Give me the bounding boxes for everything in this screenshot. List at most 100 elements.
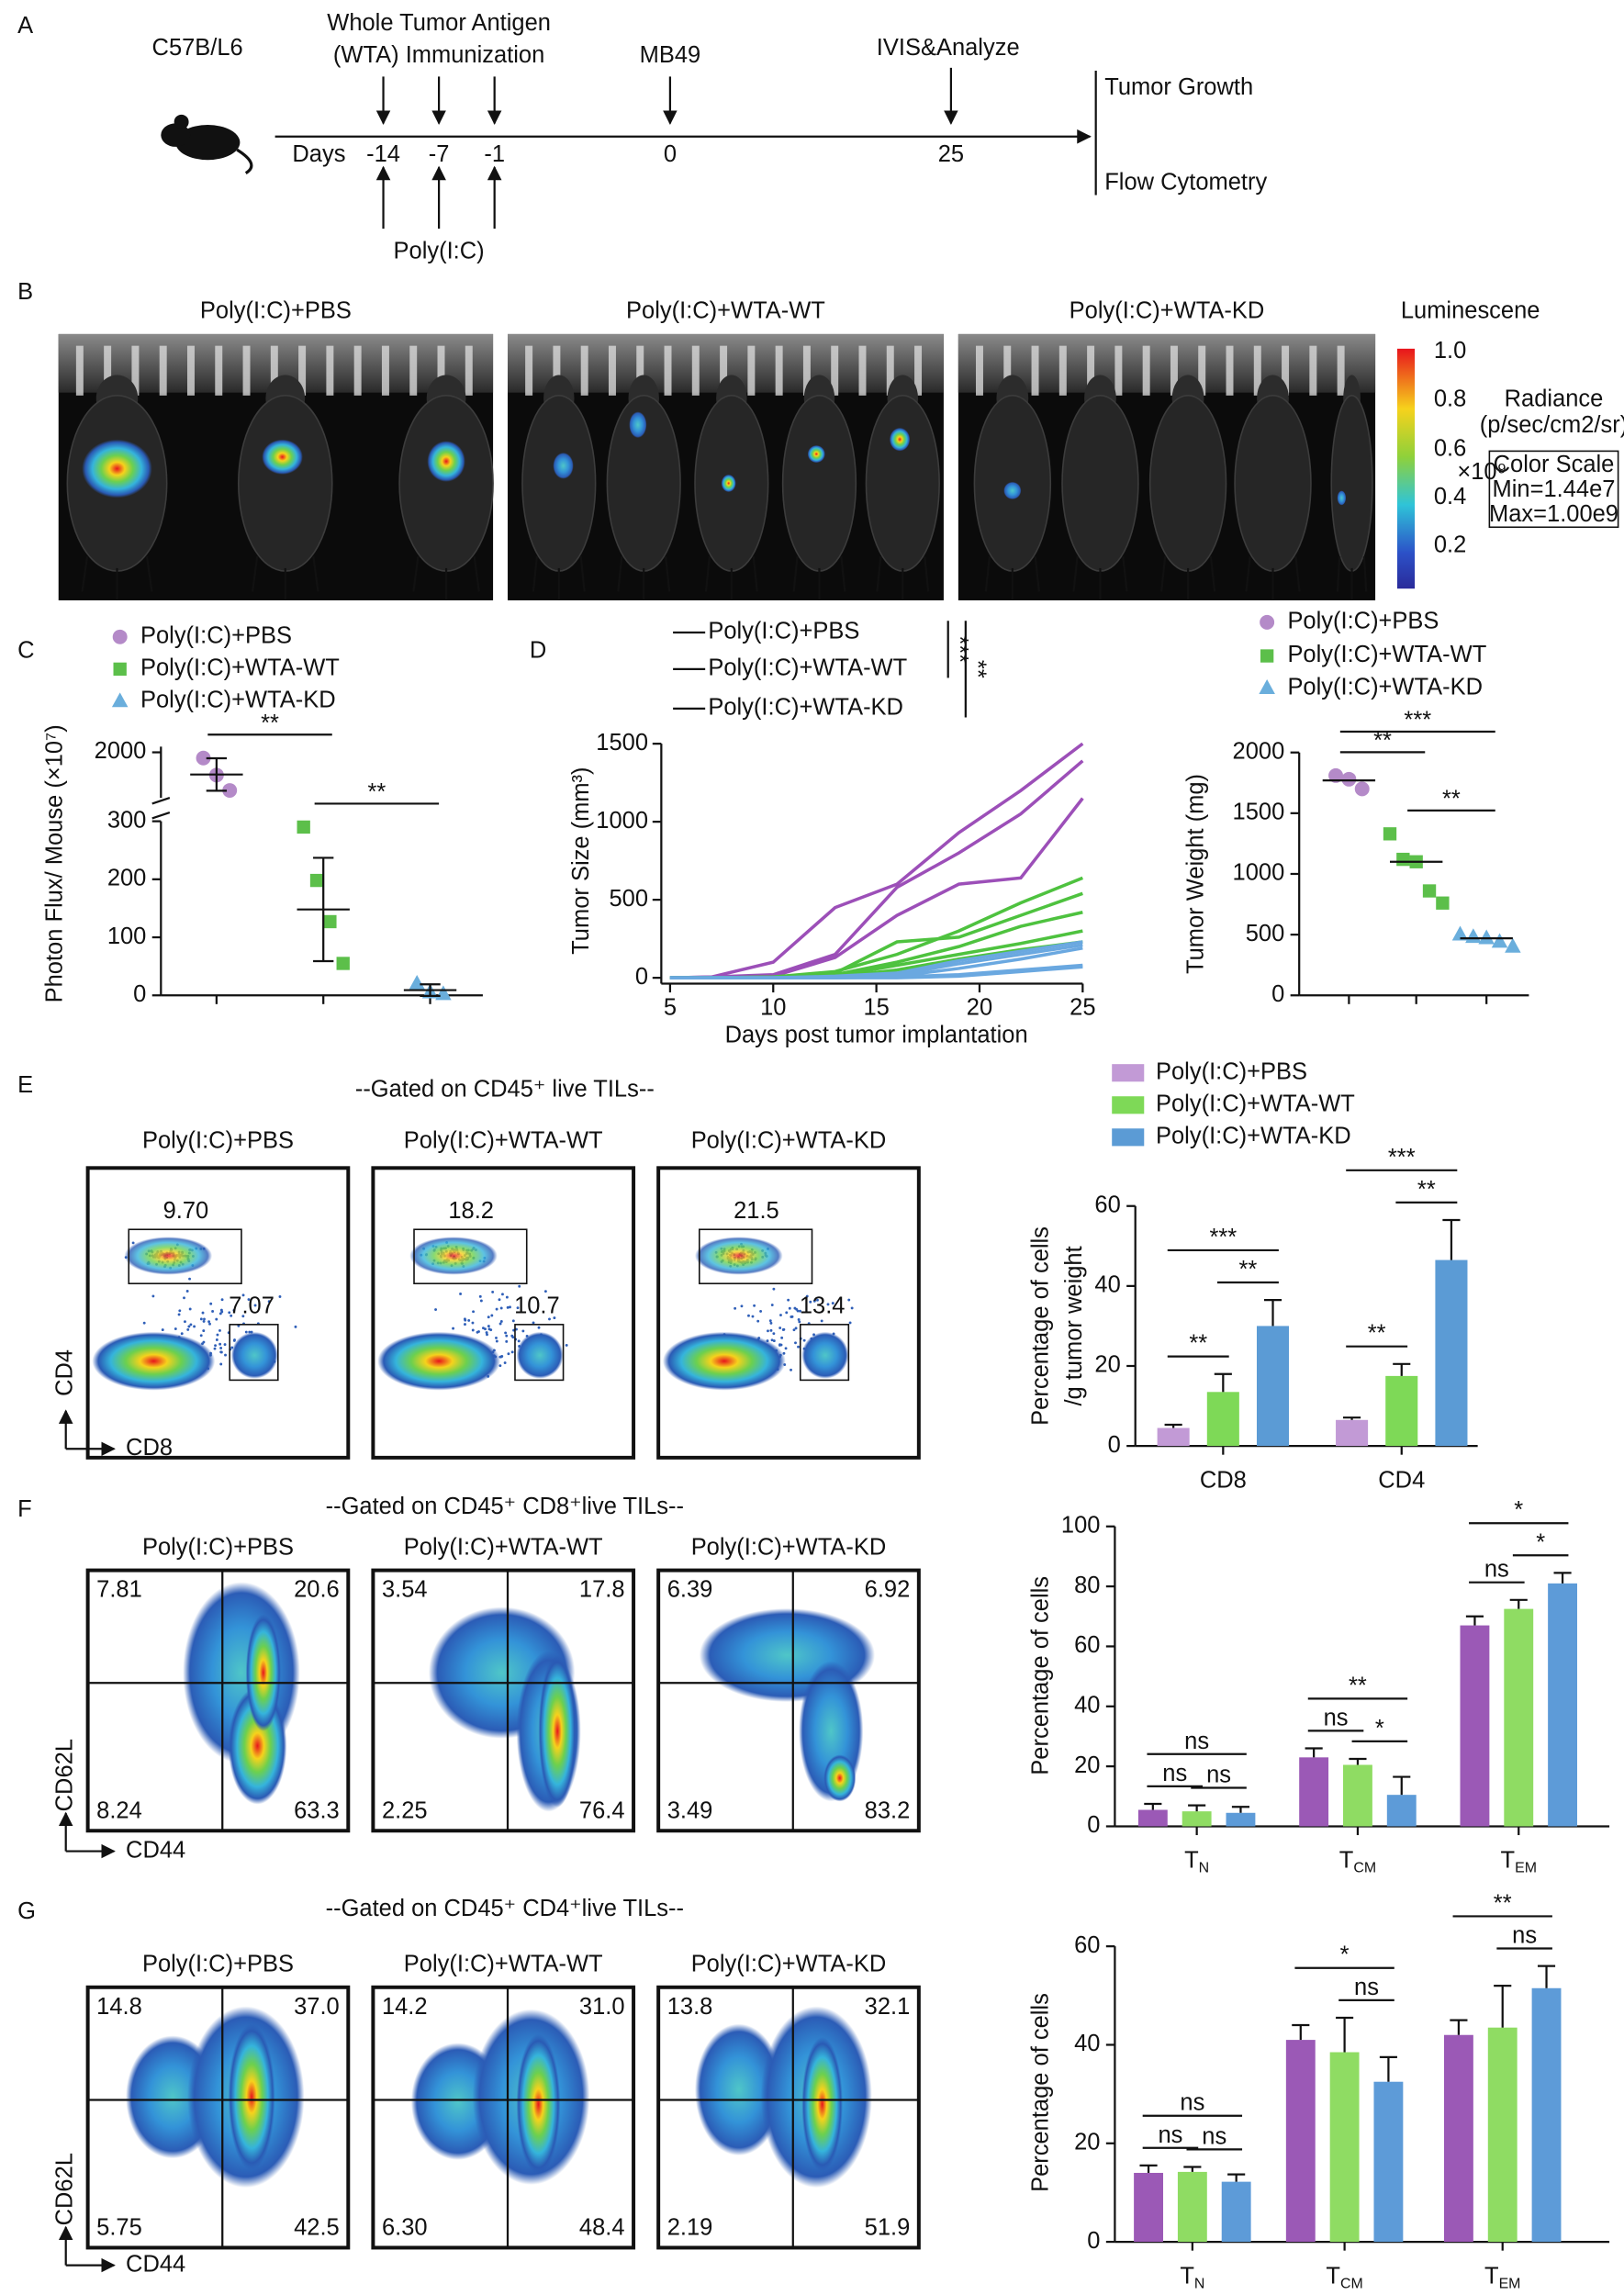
quadrant-value: 20.6 bbox=[294, 1577, 340, 1603]
rig-clamp bbox=[858, 345, 867, 396]
quadrant-value: 17.8 bbox=[579, 1577, 625, 1603]
event-dot bbox=[188, 1277, 191, 1281]
event-dot bbox=[214, 1344, 217, 1348]
category: T bbox=[1326, 2263, 1340, 2289]
event-dot bbox=[211, 1310, 215, 1313]
mouse-leg bbox=[81, 555, 89, 592]
label: Min=1.44e7 bbox=[1493, 476, 1616, 502]
rig-clamp bbox=[720, 345, 728, 396]
event-dot bbox=[463, 1317, 466, 1321]
mouse-leg bbox=[532, 556, 538, 592]
event-dot bbox=[180, 1332, 184, 1336]
bar bbox=[1206, 1392, 1239, 1447]
event-dot bbox=[219, 1350, 223, 1354]
event-dot bbox=[142, 1321, 146, 1325]
signal bbox=[82, 439, 152, 498]
category: T bbox=[1339, 1847, 1354, 1873]
bar bbox=[1221, 2181, 1251, 2243]
y-tick-label: 20 bbox=[1074, 1752, 1100, 1778]
x-axis-label: CD44 bbox=[126, 2251, 185, 2277]
event-dot bbox=[772, 1287, 776, 1291]
category-subscript: EM bbox=[1499, 2277, 1521, 2292]
density bbox=[823, 1754, 857, 1802]
event-dot bbox=[505, 1334, 509, 1338]
quadrant-value: 6.30 bbox=[382, 2214, 428, 2240]
legend-label: Poly(I:C)+PBS bbox=[1287, 609, 1439, 634]
x-tick-label: 15 bbox=[863, 994, 889, 1020]
legend-label: Poly(I:C)+WTA-WT bbox=[1156, 1092, 1355, 1117]
event-dot bbox=[434, 1308, 438, 1311]
mouse-leg bbox=[665, 556, 671, 592]
mouse-body bbox=[1061, 395, 1139, 572]
mouse-leg bbox=[473, 556, 480, 592]
significance: ns bbox=[1202, 2123, 1226, 2149]
y-tick-label: 200 bbox=[107, 866, 147, 891]
y-tick-label: 40 bbox=[1074, 1693, 1100, 1718]
significance: ** bbox=[1238, 1257, 1257, 1282]
mouse-leg bbox=[792, 556, 799, 592]
x-tick-label: 25 bbox=[1070, 994, 1095, 1020]
event-dot bbox=[780, 1336, 784, 1339]
significance: ns bbox=[1512, 1922, 1537, 1948]
bar bbox=[1487, 2027, 1518, 2243]
event-dot bbox=[816, 1298, 819, 1302]
event-dot bbox=[208, 1322, 211, 1326]
mouse-leg bbox=[752, 556, 758, 592]
y-axis-label: Tumor Size (mm³) bbox=[568, 767, 594, 954]
y-tick-label: 0 bbox=[1108, 1432, 1121, 1458]
y-tick-label: 1500 bbox=[1233, 800, 1285, 825]
significance: *** bbox=[1404, 708, 1431, 733]
mouse-body bbox=[1330, 395, 1373, 572]
quadrant-value: 6.39 bbox=[667, 1577, 713, 1603]
quadrant-value: 37.0 bbox=[294, 1994, 340, 2020]
point bbox=[1478, 929, 1495, 945]
event-dot bbox=[784, 1347, 788, 1350]
data-line bbox=[669, 742, 1084, 980]
rig-clamp bbox=[525, 345, 533, 396]
rig-clamp bbox=[1253, 345, 1261, 396]
legend-label: Poly(I:C)+PBS bbox=[140, 623, 292, 649]
point bbox=[1260, 614, 1275, 630]
signal bbox=[1003, 481, 1022, 499]
density bbox=[377, 1331, 501, 1391]
mouse-body bbox=[781, 395, 857, 572]
rig-clamp bbox=[802, 345, 811, 396]
label: (p/sec/cm2/sr) bbox=[1480, 412, 1624, 438]
event-dot bbox=[516, 1306, 520, 1310]
event-dot bbox=[478, 1294, 482, 1298]
gate-title: --Gated on CD45⁺ CD8⁺live TILs-- bbox=[326, 1494, 684, 1519]
point bbox=[1259, 679, 1275, 694]
event-dot bbox=[781, 1328, 785, 1331]
rig-clamp bbox=[1170, 345, 1178, 396]
event-dot bbox=[820, 1319, 823, 1323]
density bbox=[228, 2023, 275, 2170]
legend-swatch bbox=[1112, 1096, 1145, 1114]
mouse-body bbox=[1234, 395, 1312, 572]
y-axis-label: Percentage of cells bbox=[1027, 1993, 1053, 2192]
mouse-leg bbox=[984, 556, 991, 592]
rig-clamp bbox=[636, 345, 644, 396]
y-axis-label: CD62L bbox=[51, 1739, 77, 1811]
quadrant-value: 42.5 bbox=[294, 2214, 340, 2240]
legend-label: Poly(I:C)+WTA-KD bbox=[1156, 1124, 1351, 1149]
mouse-body bbox=[1148, 395, 1227, 572]
event-dot bbox=[202, 1340, 206, 1344]
density bbox=[695, 1237, 783, 1275]
event-dot bbox=[809, 1300, 812, 1304]
gate bbox=[514, 1324, 565, 1382]
bar bbox=[1531, 1987, 1562, 2243]
y-tick-label: 500 bbox=[609, 886, 648, 912]
significance: ** bbox=[1189, 1331, 1207, 1357]
event-dot bbox=[199, 1334, 203, 1338]
rig-clamp bbox=[691, 345, 700, 396]
bar bbox=[1460, 1625, 1490, 1827]
rig-clamp bbox=[975, 345, 983, 396]
density bbox=[662, 1331, 786, 1391]
event-dot bbox=[769, 1328, 773, 1332]
mouse-leg bbox=[617, 556, 623, 592]
rig-clamp bbox=[1087, 345, 1095, 396]
y-tick-label: 40 bbox=[1074, 2031, 1100, 2056]
rig-clamp bbox=[1337, 345, 1345, 396]
label: (WTA) Immunization bbox=[333, 42, 544, 68]
y-tick-label: 60 bbox=[1074, 1632, 1100, 1658]
